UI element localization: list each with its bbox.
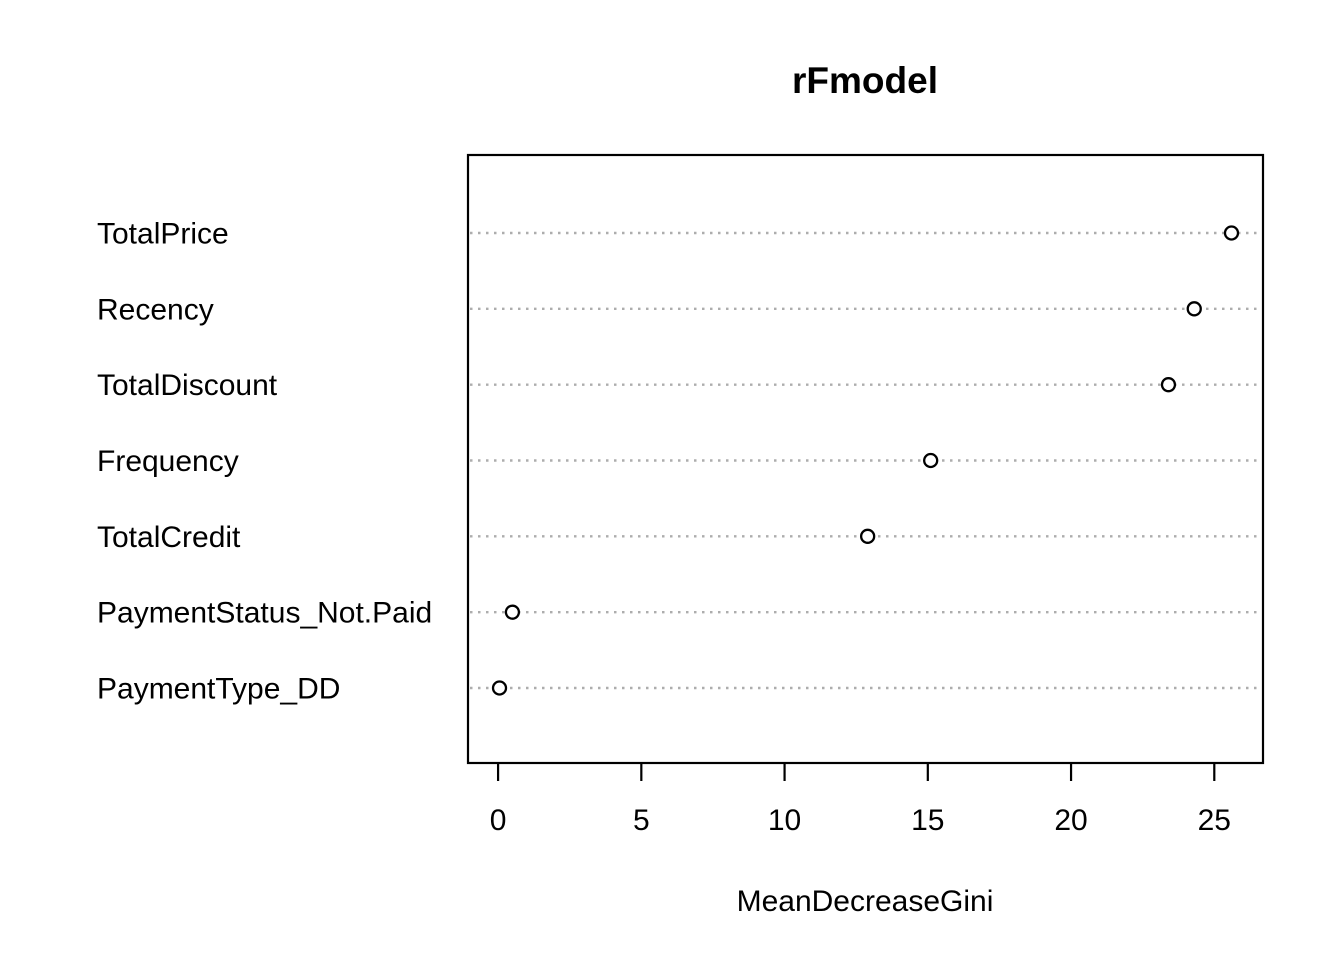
- x-tick-label: 15: [911, 804, 944, 837]
- category-label: TotalCredit: [97, 521, 241, 554]
- data-point: [504, 604, 521, 620]
- x-tick-label: 5: [633, 804, 650, 837]
- data-point: [1223, 225, 1240, 241]
- data-point: [859, 528, 876, 544]
- x-tick-label: 10: [768, 804, 801, 837]
- plot-area: 0 5 10 15 20 25 TotalPrice Recency TotalDiscount…: [97, 153, 1265, 837]
- x-axis-label: MeanDecreaseGini: [737, 885, 994, 918]
- category-label: Frequency: [97, 445, 239, 478]
- data-point: [491, 680, 508, 696]
- category-label: Recency: [97, 293, 214, 326]
- category-label: TotalPrice: [97, 218, 229, 251]
- category-label: TotalDiscount: [97, 369, 278, 402]
- plot-box: [466, 153, 1265, 765]
- x-tick-label: 20: [1054, 804, 1087, 837]
- data-point: [923, 452, 939, 469]
- category-label: PaymentType_DD: [97, 673, 340, 706]
- chart-title: rFmodel: [792, 60, 938, 101]
- data-point: [1186, 301, 1202, 317]
- data-point: [1160, 377, 1177, 393]
- category-label: PaymentStatus_Not.Paid: [97, 597, 432, 630]
- x-tick-label: 0: [490, 804, 507, 837]
- x-tick-label: 25: [1198, 804, 1231, 837]
